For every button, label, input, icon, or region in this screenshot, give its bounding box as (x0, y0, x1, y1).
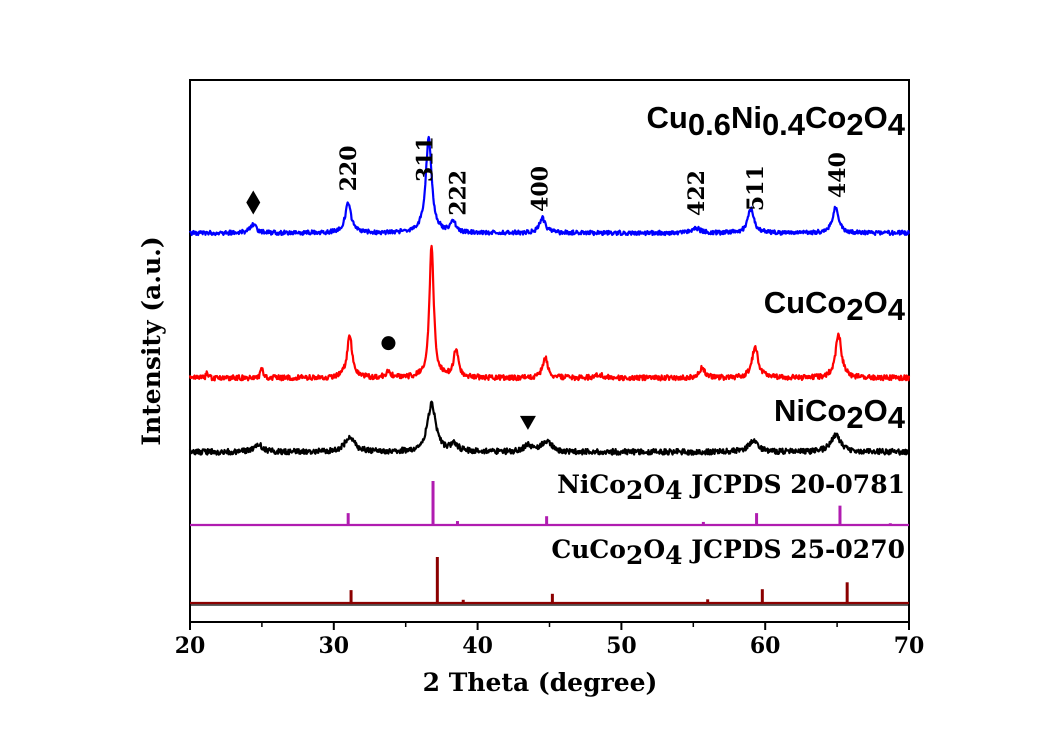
annotation-layer: Cu0.6Ni0.4Co2O4 220 311 222 400 422 511 440 CuCo… (246, 100, 906, 435)
series-layer (188, 135, 911, 456)
hkl-label-422: 422 (684, 170, 710, 216)
hkl-label-222: 222 (445, 170, 471, 216)
phase-marker-diamond (246, 190, 261, 215)
x-tick-label: 50 (606, 633, 637, 659)
hkl-label-220: 220 (336, 145, 362, 191)
series-line-ni (188, 400, 911, 456)
x-tick-label: 40 (462, 633, 493, 659)
x-tick-label: 70 (894, 633, 925, 659)
x-axis: 20 30 40 50 60 70 (175, 622, 925, 659)
series-line-cu (188, 244, 911, 382)
x-tick-label: 20 (175, 633, 206, 659)
series-label-cu: CuCo2O4 (764, 285, 906, 327)
y-axis-label: Intensity (a.u.) (137, 236, 166, 445)
series-line-cuni (189, 135, 911, 237)
hkl-label-311: 311 (412, 136, 438, 182)
x-tick-label: 60 (750, 633, 781, 659)
reference-layer: NiCo2O4 JCPDS 20-0781 CuCo2O4 JCPDS 25-02… (190, 470, 909, 605)
hkl-label-440: 440 (825, 152, 851, 198)
hkl-label-511: 511 (743, 165, 769, 211)
series-label-cuni: Cu0.6Ni0.4Co2O4 (647, 100, 906, 142)
series-label-ni: NiCo2O4 (774, 393, 906, 435)
reference-label-ref_ni: NiCo2O4 JCPDS 20-0781 (557, 470, 905, 505)
phase-marker-circle (381, 336, 396, 351)
reference-label-ref_cu: CuCo2O4 JCPDS 25-0270 (551, 535, 905, 570)
x-tick-label: 30 (318, 633, 349, 659)
hkl-label-400: 400 (527, 166, 553, 212)
x-axis-label: 2 Theta (degree) (423, 668, 658, 697)
phase-marker-triangle-down (519, 415, 536, 430)
